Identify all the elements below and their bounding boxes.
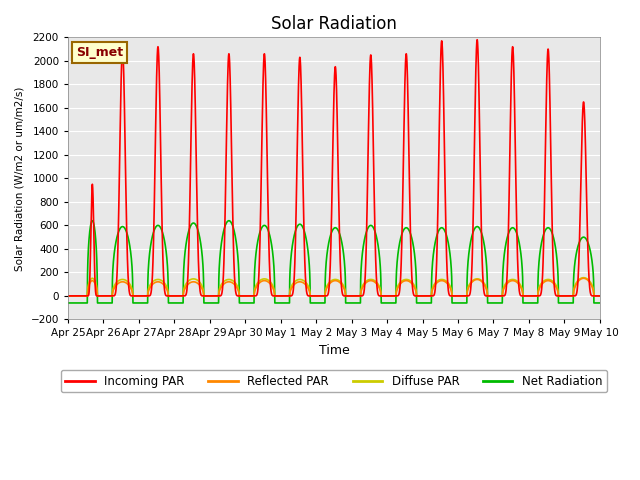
Reflected PAR bbox=[314, 293, 322, 299]
Net Radiation bbox=[424, 300, 431, 306]
Net Radiation bbox=[314, 300, 322, 306]
Net Radiation bbox=[159, 233, 167, 239]
Reflected PAR bbox=[580, 276, 588, 281]
Incoming PAR bbox=[596, 293, 604, 299]
Reflected PAR bbox=[595, 293, 603, 299]
Line: Net Radiation: Net Radiation bbox=[68, 221, 600, 303]
Incoming PAR bbox=[424, 293, 431, 299]
Diffuse PAR bbox=[483, 288, 491, 293]
Diffuse PAR bbox=[159, 279, 167, 285]
Diffuse PAR bbox=[314, 293, 322, 299]
Net Radiation bbox=[225, 218, 233, 224]
Net Radiation bbox=[596, 300, 604, 306]
Incoming PAR bbox=[314, 293, 322, 299]
Diffuse PAR bbox=[595, 293, 603, 299]
Reflected PAR bbox=[483, 289, 491, 295]
Incoming PAR bbox=[159, 272, 167, 278]
Line: Reflected PAR: Reflected PAR bbox=[68, 278, 600, 296]
Net Radiation bbox=[64, 300, 72, 306]
Diffuse PAR bbox=[64, 293, 72, 299]
Diffuse PAR bbox=[580, 275, 588, 281]
Reflected PAR bbox=[159, 282, 167, 288]
Reflected PAR bbox=[453, 293, 461, 299]
Incoming PAR bbox=[474, 37, 481, 43]
Diffuse PAR bbox=[596, 293, 604, 299]
Line: Incoming PAR: Incoming PAR bbox=[68, 40, 600, 296]
Incoming PAR bbox=[453, 293, 461, 299]
Text: SI_met: SI_met bbox=[76, 46, 123, 59]
Reflected PAR bbox=[596, 293, 604, 299]
Reflected PAR bbox=[64, 293, 72, 299]
Reflected PAR bbox=[424, 293, 431, 299]
X-axis label: Time: Time bbox=[319, 344, 349, 357]
Y-axis label: Solar Radiation (W/m2 or um/m2/s): Solar Radiation (W/m2 or um/m2/s) bbox=[15, 86, 25, 271]
Title: Solar Radiation: Solar Radiation bbox=[271, 15, 397, 33]
Line: Diffuse PAR: Diffuse PAR bbox=[68, 278, 600, 296]
Incoming PAR bbox=[483, 293, 491, 299]
Net Radiation bbox=[595, 300, 603, 306]
Legend: Incoming PAR, Reflected PAR, Diffuse PAR, Net Radiation: Incoming PAR, Reflected PAR, Diffuse PAR… bbox=[61, 370, 607, 393]
Incoming PAR bbox=[595, 293, 603, 299]
Diffuse PAR bbox=[453, 293, 461, 299]
Net Radiation bbox=[453, 300, 461, 306]
Net Radiation bbox=[483, 274, 491, 279]
Diffuse PAR bbox=[424, 293, 431, 299]
Incoming PAR bbox=[64, 293, 72, 299]
